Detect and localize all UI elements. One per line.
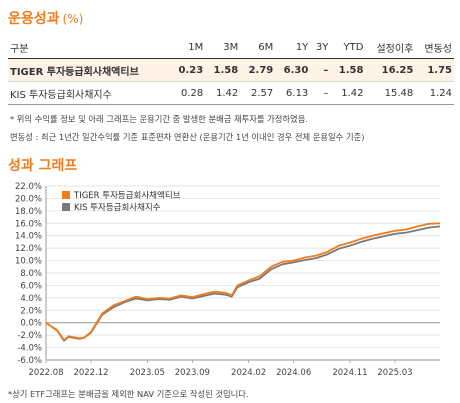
col-header: 구분 [8, 36, 171, 59]
y-tick-label: 12.0% [15, 244, 42, 254]
volatility-note: 변동성 : 최근 1년간 일간수익률 기준 표준편차 연환산 (운용기간 1년 … [10, 132, 365, 142]
distribution-note: * 위의 수익률 정보 및 아래 그래프는 운용기간 중 발생한 분배금 재투자… [10, 114, 308, 124]
table-header-row: 구분 1M 3M 6M 1Y 3Y YTD 설정이후 변동성 [8, 36, 454, 59]
table-row: KIS 투자등급회사채지수 0.28 1.42 2.57 6.13 – 1.42… [8, 81, 454, 105]
table-cell: 1.75 [415, 58, 454, 82]
performance-title: 운용성과 (%) [8, 11, 84, 27]
y-tick-label: 2.0% [20, 306, 42, 316]
col-header: 1M [170, 36, 206, 59]
legend-swatch [62, 203, 70, 211]
y-tick-label: -4.0% [17, 344, 42, 354]
table-cell: 6.30 [275, 58, 311, 82]
col-header: 1Y [275, 36, 311, 59]
col-header: 3Y [310, 36, 331, 59]
table-cell: – [310, 81, 331, 105]
y-tick-label: 16.0% [15, 219, 42, 229]
graph-title: 성과 그래프 [8, 158, 78, 174]
y-tick-label: -6.0% [17, 356, 42, 366]
col-header: 6M [240, 36, 276, 59]
table-cell: 16.25 [365, 58, 416, 82]
legend-swatch [62, 191, 70, 199]
table-cell: 0.23 [170, 58, 206, 82]
table-cell: 2.79 [240, 58, 276, 82]
y-tick-label: 4.0% [20, 294, 42, 304]
col-header: 3M [205, 36, 241, 59]
y-tick-label: 18.0% [15, 207, 42, 217]
col-header: 변동성 [415, 36, 454, 59]
table-cell: 1.58 [330, 58, 366, 82]
y-tick-label: 8.0% [20, 269, 42, 279]
y-tick-label: 6.0% [20, 281, 42, 291]
performance-unit: (%) [62, 12, 84, 26]
series-line [45, 222, 441, 341]
performance-table: 구분 1M 3M 6M 1Y 3Y YTD 설정이후 변동성 TIGER 투자등… [8, 36, 454, 105]
x-tick-label: 2023.05 [130, 368, 165, 378]
x-tick-label: 2022.12 [73, 368, 108, 378]
y-tick-label: 0.0% [20, 319, 42, 329]
table-cell: 1.24 [415, 81, 454, 105]
x-tick-label: 2024.11 [332, 368, 367, 378]
y-tick-label: 22.0% [15, 182, 42, 192]
table-cell: 15.48 [365, 81, 416, 105]
performance-chart: 22.0% 20.0% 18.0% 16.0% 14.0% 12.0% 10.0% 8.0% 6… [15, 182, 441, 378]
table-cell: 1.42 [330, 81, 366, 105]
table-row: TIGER 투자등급회사채액티브 0.23 1.58 2.79 6.30 – 1… [8, 58, 454, 82]
table-cell: 1.42 [205, 81, 241, 105]
legend-label: TIGER 투자등급회사채액티브 [73, 190, 181, 201]
col-header: YTD [330, 36, 366, 59]
table-cell: 0.28 [170, 81, 206, 105]
table-cell: – [310, 58, 331, 82]
y-tick-label: -2.0% [17, 331, 42, 341]
legend-label: KIS 투자등급회사채지수 [74, 202, 161, 213]
chart-footnote: *상기 ETF그래프는 분배금을 제외한 NAV 기준으로 작성된 것입니다. [8, 389, 249, 399]
y-tick-label: 20.0% [15, 194, 42, 204]
y-tick-label: 10.0% [15, 257, 42, 267]
table-cell: 6.13 [275, 81, 311, 105]
x-tick-label: 2023.09 [175, 368, 210, 378]
table-cell: KIS 투자등급회사채지수 [8, 81, 171, 105]
table-cell: TIGER 투자등급회사채액티브 [8, 58, 171, 82]
x-tick-label: 2024.02 [231, 368, 266, 378]
col-header: 설정이후 [365, 36, 416, 59]
x-tick-label: 2024.06 [276, 368, 311, 378]
x-tick-label: 2025.03 [377, 368, 412, 378]
table-cell: 2.57 [240, 81, 276, 105]
x-tick-label: 2022.08 [28, 368, 63, 378]
table-cell: 1.58 [205, 58, 241, 82]
y-tick-label: 14.0% [15, 232, 42, 242]
